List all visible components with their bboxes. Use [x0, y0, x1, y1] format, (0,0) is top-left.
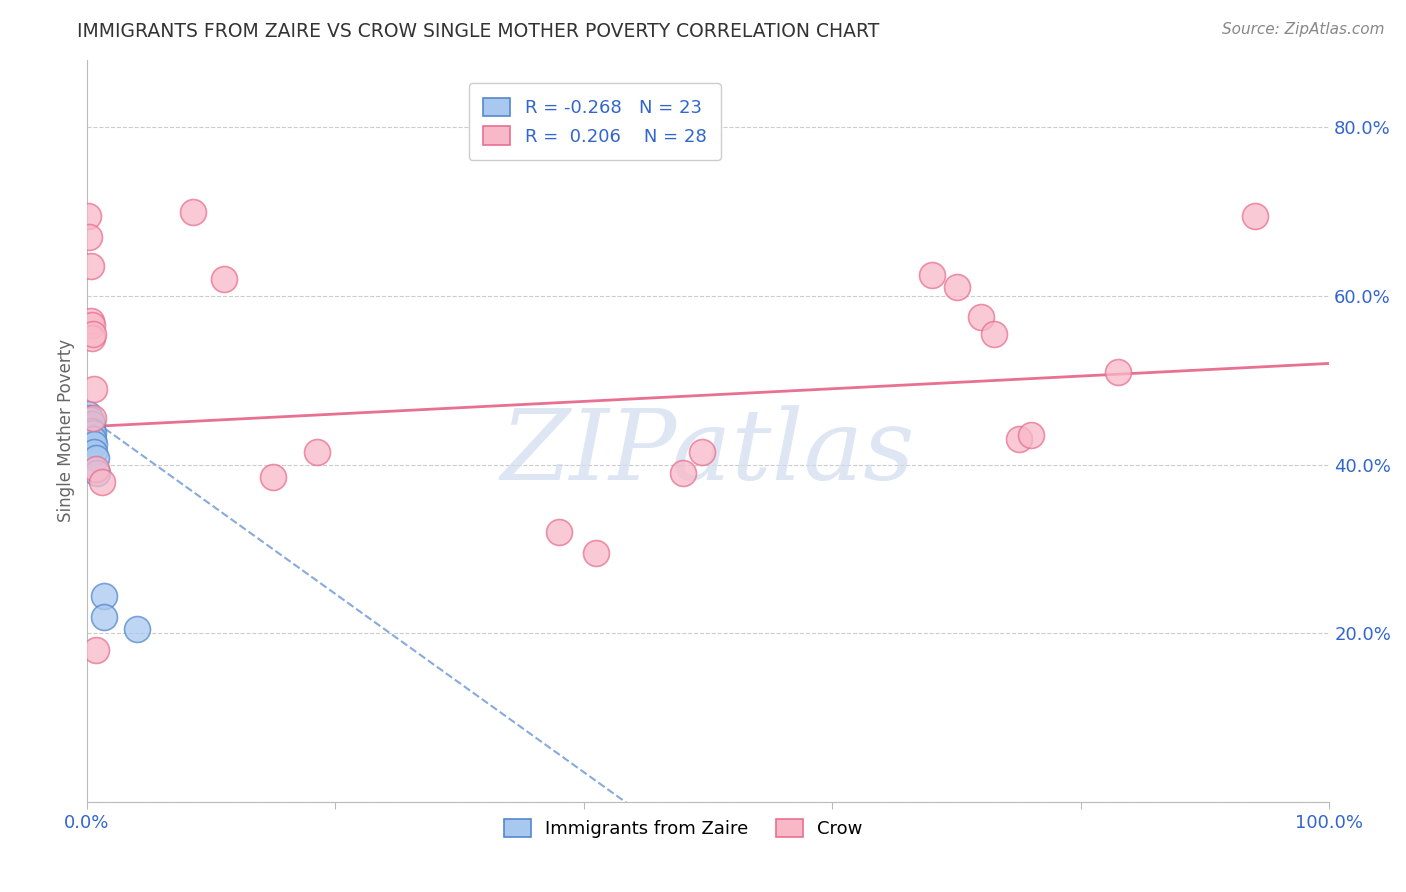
Legend: Immigrants from Zaire, Crow: Immigrants from Zaire, Crow	[496, 812, 870, 846]
Point	[80, 413, 103, 427]
Text: Source: ZipAtlas.com: Source: ZipAtlas.com	[1222, 22, 1385, 37]
Point	[84, 450, 107, 465]
Y-axis label: Single Mother Poverty: Single Mother Poverty	[58, 339, 75, 523]
Point	[970, 310, 993, 324]
Point	[83, 436, 105, 450]
Point	[82, 411, 104, 425]
Point	[1243, 209, 1265, 223]
Point	[79, 411, 101, 425]
Point	[80, 314, 103, 328]
Point	[82, 326, 104, 341]
Point	[80, 417, 103, 432]
Point	[672, 466, 695, 480]
Point	[1008, 433, 1031, 447]
Point	[945, 280, 967, 294]
Point	[80, 260, 103, 274]
Point	[80, 430, 103, 444]
Point	[93, 589, 115, 603]
Point	[548, 525, 571, 540]
Point	[84, 643, 107, 657]
Point	[983, 326, 1005, 341]
Point	[83, 382, 105, 396]
Point	[125, 622, 148, 636]
Text: ZIPatlas: ZIPatlas	[501, 406, 915, 501]
Point	[83, 445, 105, 459]
Point	[77, 419, 100, 434]
Point	[690, 445, 713, 459]
Point	[93, 609, 115, 624]
Point	[262, 470, 284, 484]
Point	[80, 424, 103, 438]
Point	[212, 272, 235, 286]
Point	[86, 466, 108, 480]
Point	[82, 425, 104, 440]
Point	[90, 475, 112, 489]
Point	[585, 546, 607, 560]
Point	[181, 204, 204, 219]
Text: IMMIGRANTS FROM ZAIRE VS CROW SINGLE MOTHER POVERTY CORRELATION CHART: IMMIGRANTS FROM ZAIRE VS CROW SINGLE MOT…	[77, 22, 880, 41]
Point	[80, 318, 103, 333]
Point	[77, 209, 100, 223]
Point	[80, 331, 103, 345]
Point	[305, 445, 328, 459]
Point	[80, 428, 103, 442]
Point	[79, 422, 101, 436]
Point	[921, 268, 943, 282]
Point	[84, 462, 107, 476]
Point	[80, 419, 103, 434]
Point	[1107, 365, 1129, 379]
Point	[77, 416, 100, 430]
Point	[1019, 428, 1042, 442]
Point	[79, 417, 101, 432]
Point	[79, 230, 101, 244]
Point	[82, 433, 104, 447]
Point	[79, 425, 101, 440]
Point	[77, 407, 100, 421]
Point	[80, 424, 103, 438]
